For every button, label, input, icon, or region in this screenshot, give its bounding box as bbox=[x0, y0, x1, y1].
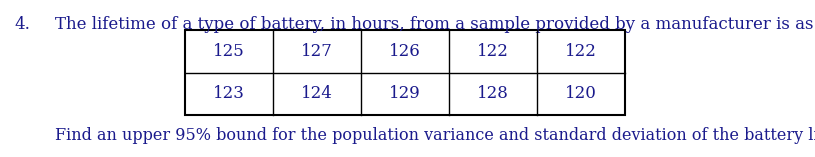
Text: 123: 123 bbox=[213, 85, 245, 102]
Text: 126: 126 bbox=[389, 43, 421, 60]
Text: 122: 122 bbox=[565, 43, 597, 60]
Text: 124: 124 bbox=[301, 85, 333, 102]
Text: 127: 127 bbox=[301, 43, 333, 60]
Text: 125: 125 bbox=[214, 43, 244, 60]
Text: The lifetime of a type of battery, in hours, from a sample provided by a manufac: The lifetime of a type of battery, in ho… bbox=[55, 16, 815, 33]
Text: 120: 120 bbox=[565, 85, 597, 102]
Text: 128: 128 bbox=[477, 85, 509, 102]
Text: 122: 122 bbox=[477, 43, 509, 60]
Text: 129: 129 bbox=[389, 85, 421, 102]
Text: 4.: 4. bbox=[15, 16, 30, 33]
Text: Find an upper 95% bound for the population variance and standard deviation of th: Find an upper 95% bound for the populati… bbox=[55, 127, 815, 144]
